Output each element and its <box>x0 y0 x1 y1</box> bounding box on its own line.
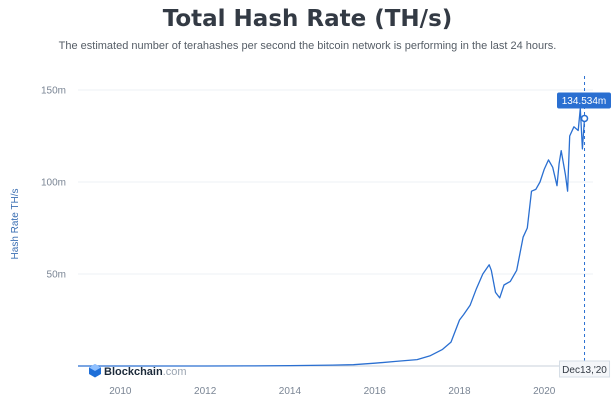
value-tooltip: 134.534m <box>557 92 611 109</box>
x-tick-label: 2018 <box>448 386 471 397</box>
y-tick-label: 150m <box>41 86 66 97</box>
date-tooltip-label: Dec13,'20 <box>562 365 607 376</box>
brand-name: Blockchain <box>104 366 163 378</box>
y-tick-label: 50m <box>47 270 66 281</box>
y-axis: 50m 100m 150m <box>41 86 66 281</box>
x-tick-label: 2020 <box>533 386 556 397</box>
hash-rate-line <box>78 107 586 367</box>
date-tooltip: Dec13,'20 <box>559 360 611 378</box>
x-tick-label: 2014 <box>279 386 302 397</box>
blockchain-logo: Blockchain.com <box>89 364 187 378</box>
value-tooltip-label: 134.534m <box>562 96 606 107</box>
chart-title: Total Hash Rate (TH/s) <box>162 6 453 32</box>
cursor-point <box>580 114 589 123</box>
x-tick-label: 2010 <box>109 386 132 397</box>
x-tick-label: 2016 <box>364 386 387 397</box>
x-tick-label: 2012 <box>194 386 217 397</box>
grid-layer <box>78 89 593 275</box>
chart-subtitle: The estimated number of terahashes per s… <box>58 40 557 52</box>
y-tick-label: 100m <box>41 178 66 189</box>
svg-text:Blockchain.com: Blockchain.com <box>104 366 187 378</box>
x-axis: 2010 2012 2014 2016 2018 2020 <box>109 386 556 397</box>
brand-suffix: .com <box>163 366 187 378</box>
y-axis-label: Hash Rate TH/s <box>10 189 21 260</box>
